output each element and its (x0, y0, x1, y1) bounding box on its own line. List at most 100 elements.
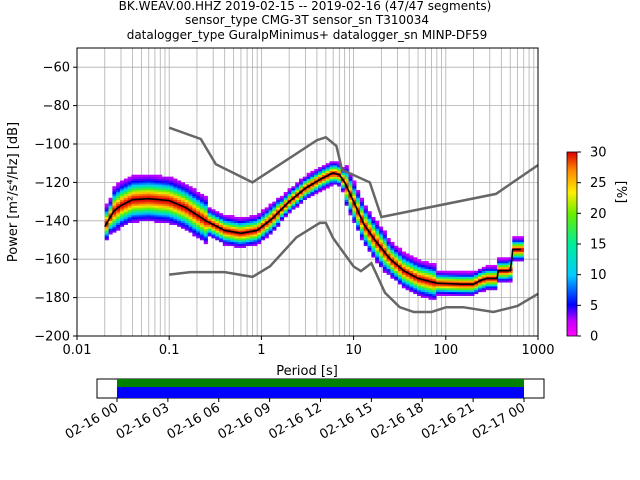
heatmap-cell (367, 213, 372, 216)
heatmap-cell (489, 266, 494, 270)
heatmap-cell (295, 199, 300, 202)
heatmap-cell (146, 209, 151, 212)
heatmap-cell (249, 236, 254, 239)
heatmap-cell (413, 259, 418, 262)
heatmap-cell (180, 199, 186, 202)
heatmap-cell (302, 192, 307, 195)
heatmap-cell (188, 228, 193, 231)
heatmap-cell (470, 274, 475, 277)
heatmap-cell (158, 211, 163, 214)
heatmap-cell (413, 270, 418, 273)
heatmap-cell (474, 284, 479, 287)
heatmap-cell (318, 168, 323, 172)
heatmap-cell (146, 205, 151, 208)
heatmap-cell (180, 226, 186, 229)
heatmap-cell (428, 264, 433, 268)
heatmap-cell (443, 270, 448, 273)
heatmap-cell (222, 240, 227, 243)
heatmap-cell (314, 192, 319, 195)
heatmap-cell (401, 253, 406, 256)
heatmap-cell (199, 236, 205, 239)
heatmap-cell (116, 182, 121, 185)
heatmap-cell (302, 182, 307, 185)
heatmap-cell (268, 216, 273, 220)
heatmap-cell (241, 218, 246, 222)
heatmap-cell (287, 193, 292, 197)
heatmap-cell (245, 241, 250, 245)
heatmap-cell (184, 190, 189, 193)
heatmap-cell (234, 228, 239, 231)
heatmap-cell (234, 216, 239, 220)
heatmap-cell (276, 197, 281, 200)
heatmap-cell (158, 192, 163, 195)
heatmap-cell (279, 209, 285, 212)
heatmap-cell (150, 193, 155, 197)
heatmap-cell (424, 272, 429, 275)
heatmap-cell (230, 226, 235, 229)
heatmap-cell (363, 238, 368, 241)
heatmap-cell (356, 199, 361, 202)
heatmap-cell (199, 234, 205, 237)
heatmap-cell (196, 211, 201, 214)
heatmap-cell (127, 176, 132, 179)
heatmap-cell (447, 284, 452, 287)
heatmap-cell (325, 172, 330, 176)
heatmap-cell (207, 215, 212, 218)
heatmap-cell (363, 232, 368, 235)
heatmap-cell (455, 291, 460, 295)
heatmap-cell (447, 278, 452, 281)
heatmap-cell (116, 188, 121, 191)
heatmap-cell (417, 288, 422, 291)
heatmap-cell (123, 199, 128, 202)
heatmap-cell (177, 224, 182, 227)
heatmap-cell (215, 222, 220, 225)
heatmap-cell (413, 282, 418, 285)
heatmap-cell (279, 205, 285, 208)
heatmap-cell (291, 207, 296, 210)
heatmap-cell (226, 228, 231, 231)
heatmap-cell (302, 184, 307, 187)
heatmap-cell (398, 255, 403, 258)
heatmap-cell (371, 240, 376, 243)
heatmap-cell (291, 205, 296, 208)
heatmap-cell (512, 238, 517, 241)
heatmap-cell (268, 205, 273, 208)
heatmap-cell (306, 193, 311, 197)
heatmap-cell (104, 207, 109, 210)
heatmap-cell (348, 186, 353, 189)
heatmap-cell (405, 261, 410, 264)
heatmap-cell (234, 240, 239, 243)
heatmap-cell (390, 255, 395, 258)
heatmap-cell (131, 201, 136, 204)
heatmap-cell (413, 291, 418, 295)
heatmap-cell (424, 295, 429, 298)
heatmap-cell (493, 278, 498, 281)
heatmap-cell (382, 266, 387, 270)
heatmap-cell (112, 228, 117, 231)
heatmap-cell (123, 195, 128, 199)
heatmap-cell (371, 222, 376, 225)
heatmap-cell (447, 276, 452, 279)
heatmap-cell (131, 174, 136, 177)
heatmap-cell (478, 284, 483, 287)
heatmap-cell (314, 168, 319, 172)
heatmap-cell (348, 213, 353, 216)
heatmap-cell (241, 238, 246, 241)
heatmap-cell (177, 192, 182, 195)
heatmap-cell (226, 240, 231, 243)
heatmap-cell (367, 224, 372, 227)
heatmap-cell (378, 251, 384, 254)
heatmap-cell (375, 226, 380, 229)
heatmap-cell (367, 243, 372, 247)
heatmap-cell (299, 193, 304, 197)
heatmap-cell (386, 247, 391, 250)
heatmap-cell (344, 180, 349, 183)
heatmap-cell (417, 270, 422, 273)
heatmap-cell (260, 236, 266, 239)
heatmap-cell (127, 213, 132, 216)
heatmap-cell (177, 186, 182, 189)
heatmap-cell (184, 192, 189, 195)
heatmap-cell (493, 274, 498, 277)
heatmap-cell (439, 291, 445, 295)
heatmap-cell (142, 201, 147, 204)
